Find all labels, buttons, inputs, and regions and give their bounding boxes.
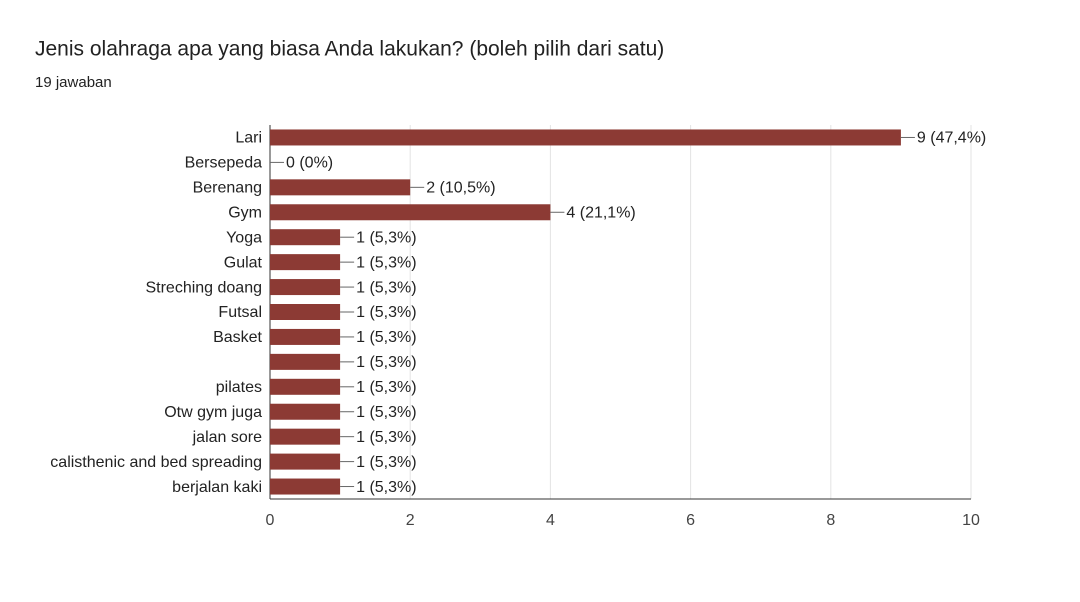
value-label: 1 (5,3%)	[356, 254, 416, 271]
bar	[270, 403, 341, 420]
x-tick-label: 0	[266, 512, 275, 529]
value-label: 1 (5,3%)	[356, 229, 416, 246]
value-label: 1 (5,3%)	[356, 354, 416, 371]
y-tick-label: Berenang	[193, 180, 262, 197]
value-label: 1 (5,3%)	[356, 379, 416, 396]
bar	[270, 204, 551, 221]
y-tick-label: Streching doang	[145, 279, 262, 296]
bar	[270, 129, 901, 146]
y-tick-label: berjalan kaki	[172, 479, 262, 496]
bar	[270, 279, 341, 296]
chart-title: Jenis olahraga apa yang biasa Anda lakuk…	[35, 38, 664, 61]
y-tick-label: pilates	[216, 379, 262, 396]
bar	[270, 353, 341, 370]
bar	[270, 179, 411, 196]
bar	[270, 254, 341, 271]
chart-subtitle: 19 jawaban	[35, 74, 112, 91]
value-label: 1 (5,3%)	[356, 454, 416, 471]
bar	[270, 328, 341, 345]
value-label: 1 (5,3%)	[356, 304, 416, 321]
value-label: 1 (5,3%)	[356, 479, 416, 496]
y-tick-label: Otw gym juga	[164, 404, 262, 421]
bar	[270, 478, 341, 495]
x-tick-label: 10	[962, 512, 980, 529]
y-tick-label: Yoga	[226, 229, 262, 246]
y-tick-label: Basket	[213, 329, 262, 346]
bar	[270, 304, 341, 320]
bar	[270, 428, 341, 445]
y-tick-label: Bersepeda	[185, 155, 262, 172]
value-label: 9 (47,4%)	[917, 130, 986, 147]
bar	[270, 453, 341, 470]
y-tick-label: calisthenic and bed spreading	[50, 454, 262, 471]
x-tick-label: 4	[546, 512, 555, 529]
y-tick-label: Futsal	[218, 304, 262, 321]
y-tick-label: jalan sore	[192, 429, 262, 446]
value-label: 1 (5,3%)	[356, 329, 416, 346]
bar	[270, 229, 341, 246]
y-tick-label: Gym	[228, 204, 262, 221]
value-label: 1 (5,3%)	[356, 404, 416, 421]
x-tick-label: 8	[826, 512, 835, 529]
y-tick-label: Lari	[235, 130, 262, 147]
value-label: 4 (21,1%)	[566, 204, 635, 221]
x-tick-label: 2	[406, 512, 415, 529]
bar	[270, 378, 341, 395]
value-label: 1 (5,3%)	[356, 279, 416, 296]
value-label: 2 (10,5%)	[426, 180, 495, 197]
value-label: 1 (5,3%)	[356, 429, 416, 446]
x-tick-label: 6	[686, 512, 695, 529]
value-label: 0 (0%)	[286, 155, 333, 172]
y-tick-label: Gulat	[224, 254, 263, 271]
